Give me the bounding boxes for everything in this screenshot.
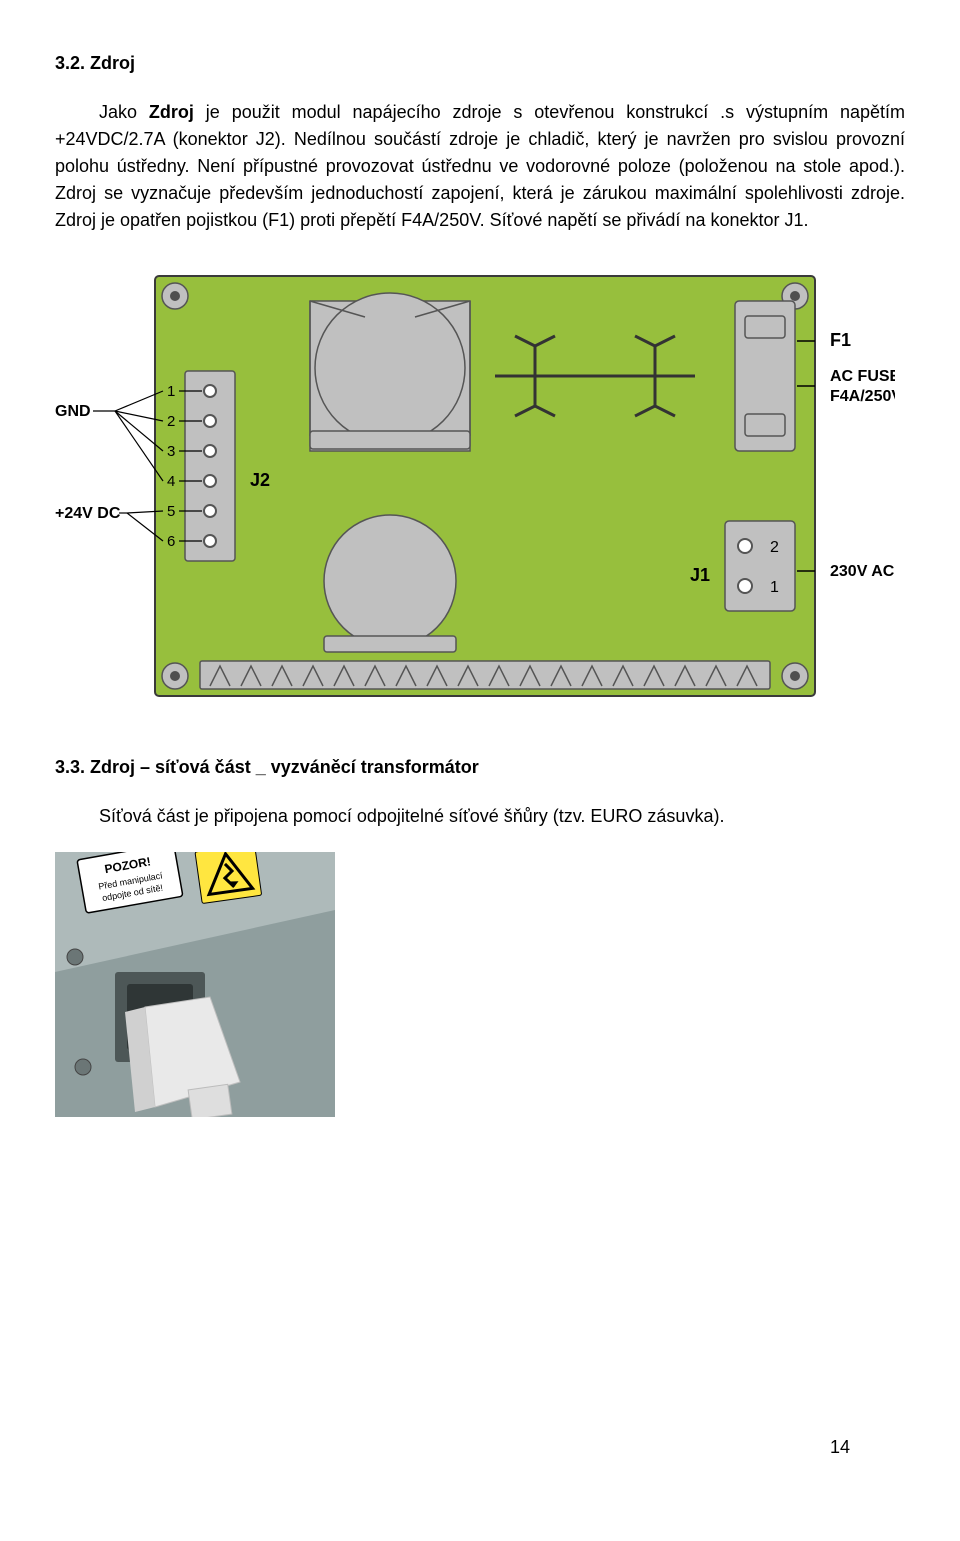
section-3-2-paragraph: Jako Zdroj je použit modul napájecího zd…	[55, 99, 905, 234]
svg-text:4: 4	[167, 473, 175, 490]
svg-text:1: 1	[167, 383, 175, 400]
connector-photo: POZOR! Před manipulací odpojte od sítě!	[55, 852, 905, 1125]
section-3-3-heading: 3.3. Zdroj – síťová část _ vyzváněcí tra…	[55, 754, 905, 781]
svg-text:GND: GND	[55, 403, 91, 420]
zdroj-bold: Zdroj	[149, 102, 194, 122]
svg-text:J1: J1	[690, 565, 710, 585]
section-3-3-paragraph: Síťová část je připojena pomocí odpojite…	[55, 803, 905, 830]
svg-text:J2: J2	[250, 470, 270, 490]
pcb-diagram: J2 2	[55, 256, 905, 724]
svg-text:230V AC: 230V AC	[830, 563, 895, 580]
svg-text:3: 3	[167, 443, 175, 460]
svg-text:F4A/250V: F4A/250V	[830, 388, 895, 405]
page-number: 14	[830, 1434, 850, 1461]
para-prefix: Jako	[99, 102, 149, 122]
svg-text:2: 2	[167, 413, 175, 430]
pcb-svg: J2 2	[55, 256, 895, 716]
svg-text:5: 5	[167, 503, 175, 520]
section-3-2-heading: 3.2. Zdroj	[55, 50, 905, 77]
svg-text:6: 6	[167, 533, 175, 550]
photo-svg: POZOR! Před manipulací odpojte od sítě!	[55, 852, 335, 1117]
svg-text:1: 1	[770, 579, 779, 596]
svg-text:+24V DC: +24V DC	[55, 505, 121, 522]
svg-text:2: 2	[770, 539, 779, 556]
svg-text:F1: F1	[830, 330, 851, 350]
svg-text:AC FUSE: AC FUSE	[830, 368, 895, 385]
